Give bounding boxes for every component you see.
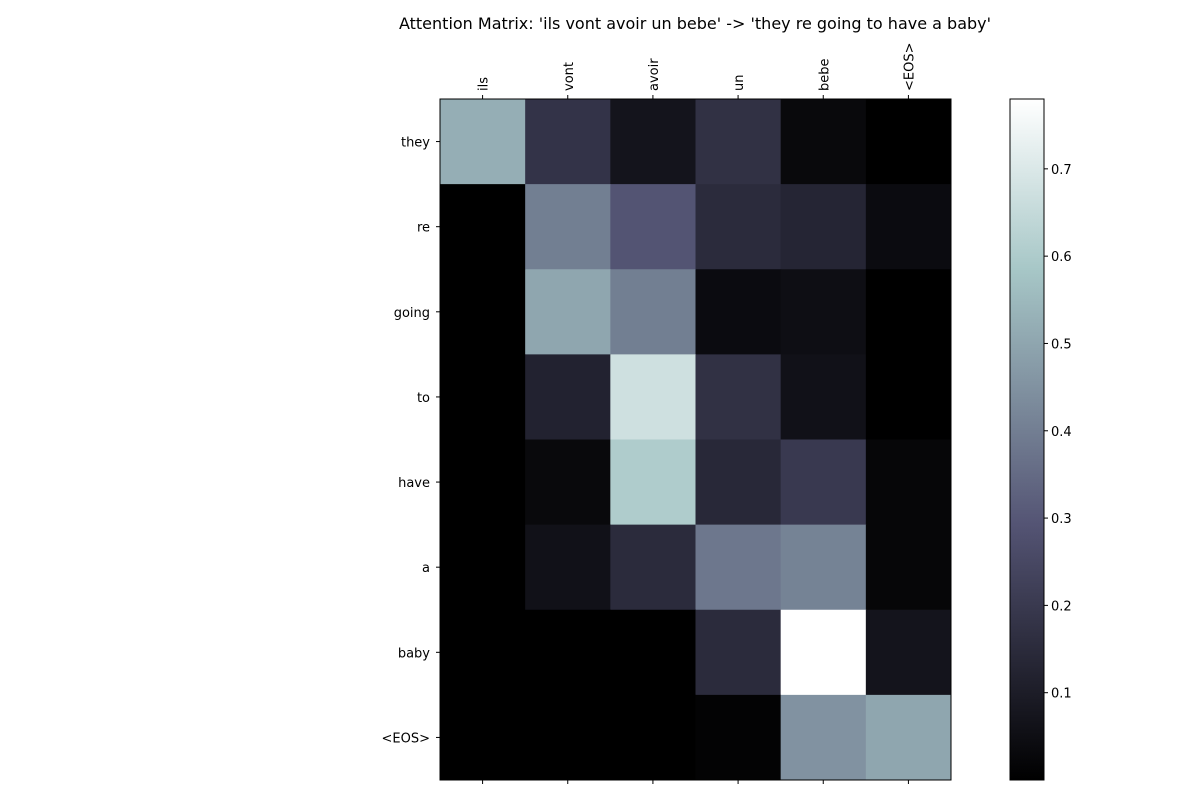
heatmap-cell: [865, 269, 952, 355]
colorbar-gradient: [1009, 98, 1045, 781]
heatmap-cell: [440, 184, 526, 270]
heatmap-cell: [780, 269, 867, 355]
heatmap-cell: [525, 609, 611, 696]
colorbar-tick-label: 0.1: [1051, 687, 1072, 702]
heatmap-cell: [695, 439, 782, 526]
heatmap-cell: [695, 524, 782, 611]
colorbar-tick-label: 0.6: [1051, 250, 1072, 265]
heatmap-cell: [865, 694, 952, 781]
heatmap-cell: [440, 524, 526, 611]
plot-frame: [439, 98, 952, 781]
heatmap-cell: [780, 354, 867, 440]
colorbar-tick-label: 0.4: [1051, 425, 1072, 440]
heatmap-cell: [695, 609, 782, 696]
heatmap-cell: [610, 694, 696, 781]
y-tick-label: re: [417, 221, 430, 236]
x-tick-label: <EOS>: [902, 43, 917, 91]
heatmap-cell: [610, 269, 696, 355]
colorbar-tick-label: 0.5: [1051, 337, 1072, 352]
colorbar-tick-label: 0.7: [1051, 163, 1072, 178]
heatmap-cell: [865, 524, 952, 611]
x-tick-label: ils: [477, 77, 492, 91]
heatmap-cell: [780, 99, 867, 185]
heatmap-cell: [865, 439, 952, 526]
heatmap-cell: [695, 354, 782, 440]
heatmap-cells: [440, 99, 952, 781]
heatmap-cell: [865, 99, 952, 185]
heatmap-cell: [610, 354, 696, 440]
colorbar-tick-label: 0.2: [1051, 599, 1072, 614]
heatmap-cell: [525, 354, 611, 440]
heatmap-cell: [525, 184, 611, 270]
heatmap-cell: [610, 609, 696, 696]
colorbar-ticks: 0.1 0.2 0.3 0.4 0.5 0.6 0.7: [1044, 163, 1072, 702]
heatmap-cell: [780, 694, 867, 781]
y-tick-label: baby: [398, 646, 430, 661]
heatmap-cell: [525, 524, 611, 611]
y-axis-ticks: they re going to have a baby <EOS>: [382, 136, 440, 746]
x-axis-ticks: ils vont avoir un bebe <EOS>: [477, 43, 917, 784]
heatmap-cell: [780, 439, 867, 526]
y-tick-label: <EOS>: [382, 731, 430, 746]
heatmap-cell: [780, 524, 867, 611]
heatmap-cell: [695, 184, 782, 270]
heatmap-cell: [695, 269, 782, 355]
x-tick-label: un: [732, 75, 747, 91]
y-tick-label: have: [398, 476, 430, 491]
heatmap-cell: [440, 694, 526, 781]
heatmap-cell: [610, 439, 696, 526]
heatmap-cell: [780, 609, 867, 696]
heatmap-cell: [525, 694, 611, 781]
heatmap-cell: [525, 439, 611, 526]
heatmap-cell: [865, 609, 952, 696]
x-tick-label: vont: [562, 62, 577, 91]
x-tick-label: avoir: [647, 58, 662, 91]
heatmap-cell: [525, 99, 611, 185]
colorbar: 0.1 0.2 0.3 0.4 0.5 0.6 0.7: [1009, 98, 1072, 781]
heatmap-cell: [525, 269, 611, 355]
heatmap-cell: [440, 269, 526, 355]
heatmap-cell: [865, 184, 952, 270]
chart-title: Attention Matrix: 'ils vont avoir un beb…: [399, 14, 991, 33]
y-tick-label: a: [422, 561, 430, 576]
heatmap-cell: [610, 524, 696, 611]
heatmap-cell: [780, 184, 867, 270]
heatmap-cell: [440, 99, 526, 185]
y-tick-label: they: [401, 136, 430, 151]
heatmap-cell: [865, 354, 952, 440]
heatmap-cell: [610, 184, 696, 270]
y-tick-label: going: [394, 306, 430, 321]
heatmap-cell: [440, 354, 526, 440]
heatmap-cell: [695, 99, 782, 185]
heatmap-cell: [440, 439, 526, 526]
heatmap-cell: [440, 609, 526, 696]
x-tick-label: bebe: [817, 58, 832, 91]
colorbar-tick-label: 0.3: [1051, 512, 1072, 527]
heatmap-cell: [695, 694, 782, 781]
heatmap-cell: [610, 99, 696, 185]
y-tick-label: to: [417, 391, 430, 406]
